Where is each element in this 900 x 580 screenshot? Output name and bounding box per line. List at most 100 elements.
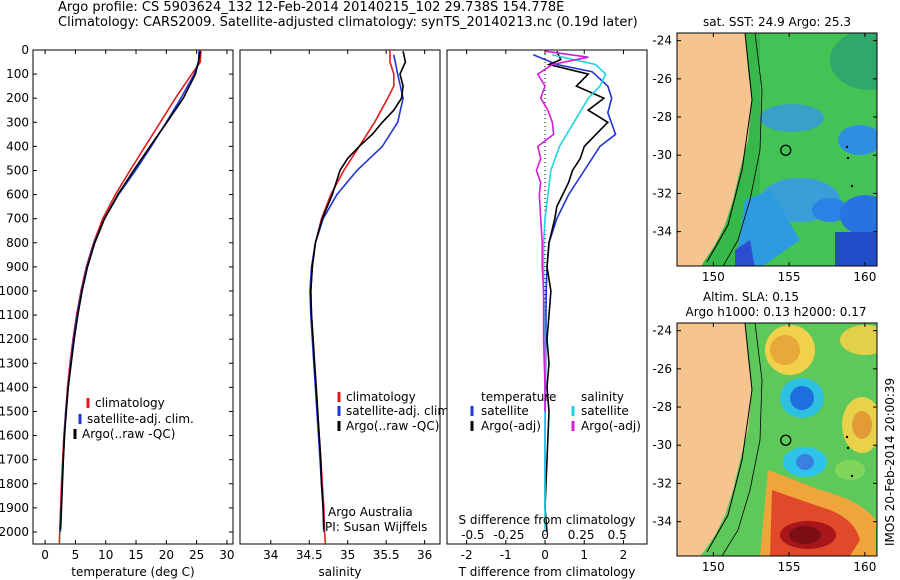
salinity-axes-frame [239, 49, 441, 545]
coastline-contour [706, 33, 753, 263]
figure-title-line1: Argo profile: CS 5903624_132 12-Feb-2014… [58, 0, 565, 15]
depth-tick-label: 1700 [0, 453, 29, 467]
s-tick-label: 0.5 [608, 528, 627, 542]
legend-label-argo: Argo(..raw -QC) [82, 427, 175, 441]
s-tick-label: -0.25 [493, 528, 524, 542]
depth-tick-label: 1600 [0, 429, 29, 443]
depth-tick-label: 700 [6, 212, 29, 226]
depth-tick-label: 1100 [0, 308, 29, 322]
depth-contour [722, 33, 763, 266]
map-x-tick-label: 150 [702, 270, 725, 284]
temperature-panel: 0100200300400500600700800900100011001200… [0, 43, 647, 579]
annotation-pi: PI: Susan Wijffels [325, 520, 427, 534]
map-y-tick-label: -30 [652, 148, 672, 162]
map-y-tick-label: -26 [652, 362, 672, 376]
depth-tick-label: 600 [6, 188, 29, 202]
sst-map-axes: 150 155 160 -24 -26 -28 -30 -32 -34 [652, 33, 877, 284]
x-tick-label: 10 [98, 548, 113, 562]
map-y-tick-label: -28 [652, 110, 672, 124]
sst-map: sat. SST: 24.9 Argo: 25.3 150 155 160 -24 -2… [652, 15, 878, 284]
map-y-tick-label: -24 [652, 324, 672, 338]
legend-heading-salinity: salinity [581, 390, 624, 404]
legend-label-s-satellite: satellite [581, 404, 629, 418]
argo-position-marker [780, 434, 792, 446]
series-line-argo-adj [544, 50, 610, 533]
depth-contour [721, 323, 763, 556]
sla-map: Altim. SLA: 0.15 Argo h1000: 0.13 h2000:… [652, 290, 878, 574]
sla-map-axes: 150 155 160 -24 -26 -28 -30 -32 -34 [652, 323, 877, 574]
sla-map-frame [676, 322, 878, 557]
x-tick-label: 1 [580, 548, 588, 562]
x-tick-label: 30 [219, 548, 234, 562]
difference-x-axis: -2 -1 0 1 2 -0.5 -0.25 0 0.25 0.5 [461, 50, 627, 562]
depth-tick-label: 100 [6, 67, 29, 81]
map-y-tick-label: -30 [652, 438, 672, 452]
depth-tick-label: 1200 [0, 332, 29, 346]
map-x-tick-label: 160 [853, 560, 876, 574]
legend-label-satellite: satellite-adj. clim. [346, 404, 453, 418]
imos-credit: IMOS 20-Feb-2014 20:00:39 [883, 378, 897, 546]
figure-title-line2: Climatology: CARS2009. Satellite-adjuste… [58, 15, 638, 30]
sst-map-frame [676, 32, 878, 267]
sla-map-title: Altim. SLA: 0.15 [703, 290, 799, 304]
x-tick-label: -1 [500, 548, 512, 562]
map-x-tick-label: 160 [853, 270, 876, 284]
x-tick-label: 35 [340, 548, 355, 562]
map-y-tick-label: -28 [652, 400, 672, 414]
map-y-tick-label: -32 [652, 476, 672, 490]
depth-tick-label: 1300 [0, 356, 29, 370]
annotation-argo-australia: Argo Australia [328, 505, 413, 519]
x-tick-label: 34 [263, 548, 278, 562]
legend-heading-temperature: temperature [481, 390, 556, 404]
series-line-argo-raw-qc [309, 51, 407, 530]
depth-tick-label: 2000 [0, 525, 29, 539]
temperature-axes-frame [32, 49, 234, 545]
salinity-x-label: salinity [318, 565, 361, 579]
salinity-legend: climatology satellite-adj. clim. Argo(..… [337, 390, 453, 433]
x-tick-label: -2 [461, 548, 473, 562]
legend-label-climatology: climatology [346, 390, 416, 404]
sla-map-image [677, 323, 877, 556]
temperature-legend: climatology satellite-adj. clim. Argo(..… [73, 396, 194, 441]
depth-tick-label: 1800 [0, 477, 29, 491]
x-tick-label: 0 [541, 548, 549, 562]
salinity-panel: 34 34.5 35 35.5 36 climatology satellite-adj… [239, 49, 453, 579]
s-tick-label: 0.25 [568, 528, 595, 542]
legend-label-satellite: satellite-adj. clim. [87, 412, 194, 426]
x-tick-label: 36 [417, 548, 432, 562]
map-y-tick-label: -24 [652, 34, 672, 48]
s-tick-label: -0.5 [461, 528, 484, 542]
difference-lines [532, 50, 617, 533]
map-x-tick-label: 155 [778, 560, 801, 574]
temperature-x-axis: 0 5 10 15 20 25 30 [41, 50, 235, 562]
coastline-contour [706, 323, 753, 553]
x-tick-label: 20 [159, 548, 174, 562]
map-y-tick-label: -32 [652, 186, 672, 200]
depth-tick-label: 300 [6, 115, 29, 129]
s-difference-label: S difference from climatology [459, 513, 636, 527]
difference-legend: temperature satellite Argo(-adj) salinit… [470, 390, 641, 433]
legend-label-argo: Argo(..raw -QC) [346, 419, 439, 433]
salinity-x-axis: 34 34.5 35 35.5 36 [263, 50, 432, 562]
legend-label-t-satellite: satellite [481, 404, 529, 418]
temperature-x-label: temperature (deg C) [71, 565, 194, 579]
depth-tick-label: 900 [6, 260, 29, 274]
legend-label-s-argo: Argo(-adj) [581, 419, 641, 433]
series-line-argo-s [535, 50, 589, 412]
depth-tick-label: 200 [6, 91, 29, 105]
salinity-lines [309, 50, 407, 544]
series-line-argo-raw-qc [59, 51, 202, 530]
x-tick-label: 5 [72, 548, 80, 562]
sst-map-image [677, 33, 877, 266]
depth-tick-label: 1900 [0, 501, 29, 515]
temperature-lines [58, 50, 202, 544]
depth-tick-label: 1400 [0, 380, 29, 394]
land-mass [677, 33, 752, 266]
legend-label-t-argo: Argo(-adj) [481, 419, 541, 433]
depth-tick-label: 400 [6, 139, 29, 153]
map-x-tick-label: 150 [702, 560, 725, 574]
depth-tick-label: 1000 [0, 284, 29, 298]
argo-position-marker [780, 144, 792, 156]
x-tick-label: 35.5 [373, 548, 400, 562]
